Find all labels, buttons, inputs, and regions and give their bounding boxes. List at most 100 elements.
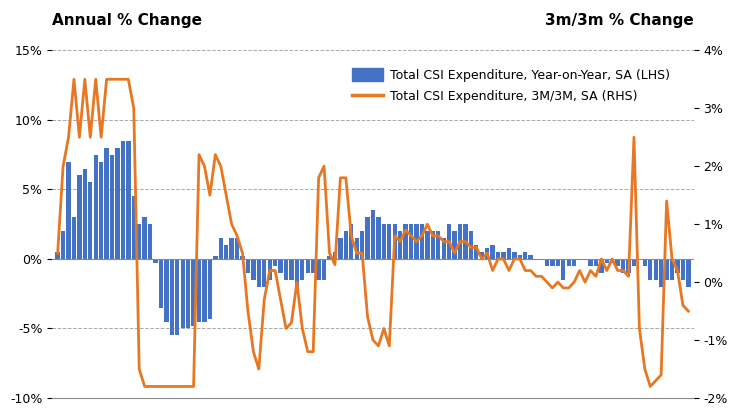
Bar: [262, 259, 266, 287]
Bar: [360, 231, 364, 259]
Bar: [610, 259, 615, 263]
Bar: [159, 259, 163, 308]
Bar: [496, 252, 501, 259]
Bar: [148, 224, 152, 259]
Bar: [295, 259, 299, 287]
Bar: [681, 259, 685, 280]
Bar: [245, 259, 250, 273]
Bar: [186, 259, 190, 328]
Bar: [604, 259, 609, 263]
Bar: [327, 256, 332, 259]
Text: 3m/3m % Change: 3m/3m % Change: [545, 13, 694, 28]
Bar: [230, 238, 233, 259]
Legend: Total CSI Expenditure, Year-on-Year, SA (LHS), Total CSI Expenditure, 3M/3M, SA : Total CSI Expenditure, Year-on-Year, SA …: [347, 64, 674, 108]
Bar: [257, 259, 261, 287]
Bar: [436, 231, 440, 259]
Bar: [409, 224, 413, 259]
Bar: [268, 259, 272, 280]
Bar: [463, 224, 468, 259]
Bar: [468, 231, 473, 259]
Bar: [442, 238, 446, 259]
Bar: [659, 259, 663, 287]
Bar: [376, 217, 380, 259]
Bar: [278, 259, 283, 273]
Bar: [219, 238, 223, 259]
Bar: [142, 217, 147, 259]
Bar: [545, 259, 549, 266]
Bar: [653, 259, 658, 280]
Bar: [632, 259, 636, 266]
Bar: [116, 147, 119, 259]
Bar: [642, 259, 647, 266]
Bar: [333, 252, 337, 259]
Bar: [72, 217, 76, 259]
Bar: [366, 217, 370, 259]
Bar: [83, 168, 87, 259]
Bar: [398, 231, 402, 259]
Bar: [169, 259, 174, 336]
Bar: [425, 231, 430, 259]
Bar: [349, 224, 354, 259]
Bar: [382, 224, 386, 259]
Bar: [344, 231, 348, 259]
Bar: [181, 259, 185, 328]
Bar: [518, 255, 522, 259]
Bar: [480, 252, 484, 259]
Bar: [104, 147, 109, 259]
Bar: [447, 224, 451, 259]
Bar: [615, 259, 620, 266]
Bar: [78, 176, 81, 259]
Bar: [414, 224, 419, 259]
Bar: [485, 248, 489, 259]
Bar: [621, 259, 625, 273]
Bar: [197, 259, 201, 321]
Bar: [551, 259, 554, 266]
Bar: [523, 252, 527, 259]
Bar: [594, 259, 598, 266]
Bar: [452, 231, 457, 259]
Bar: [648, 259, 653, 280]
Bar: [675, 259, 680, 273]
Bar: [490, 245, 495, 259]
Text: Annual % Change: Annual % Change: [52, 13, 202, 28]
Bar: [566, 259, 571, 266]
Bar: [66, 162, 71, 259]
Bar: [627, 259, 630, 273]
Bar: [311, 259, 316, 273]
Bar: [561, 259, 565, 280]
Bar: [316, 259, 321, 280]
Bar: [572, 259, 577, 266]
Bar: [474, 245, 478, 259]
Bar: [404, 224, 408, 259]
Bar: [507, 248, 511, 259]
Bar: [513, 252, 516, 259]
Bar: [686, 259, 691, 287]
Bar: [110, 155, 114, 259]
Bar: [207, 259, 212, 319]
Bar: [392, 224, 397, 259]
Bar: [213, 256, 218, 259]
Bar: [420, 224, 424, 259]
Bar: [192, 259, 195, 326]
Bar: [93, 155, 98, 259]
Bar: [164, 259, 169, 321]
Bar: [131, 197, 136, 259]
Bar: [322, 259, 326, 280]
Bar: [306, 259, 310, 273]
Bar: [99, 162, 104, 259]
Bar: [55, 252, 60, 259]
Bar: [273, 259, 278, 266]
Bar: [289, 259, 294, 280]
Bar: [338, 238, 342, 259]
Bar: [387, 224, 392, 259]
Bar: [202, 259, 207, 321]
Bar: [458, 224, 463, 259]
Bar: [235, 238, 239, 259]
Bar: [175, 259, 180, 336]
Bar: [240, 256, 245, 259]
Bar: [430, 231, 435, 259]
Bar: [556, 259, 560, 266]
Bar: [354, 238, 359, 259]
Bar: [126, 141, 131, 259]
Bar: [121, 141, 125, 259]
